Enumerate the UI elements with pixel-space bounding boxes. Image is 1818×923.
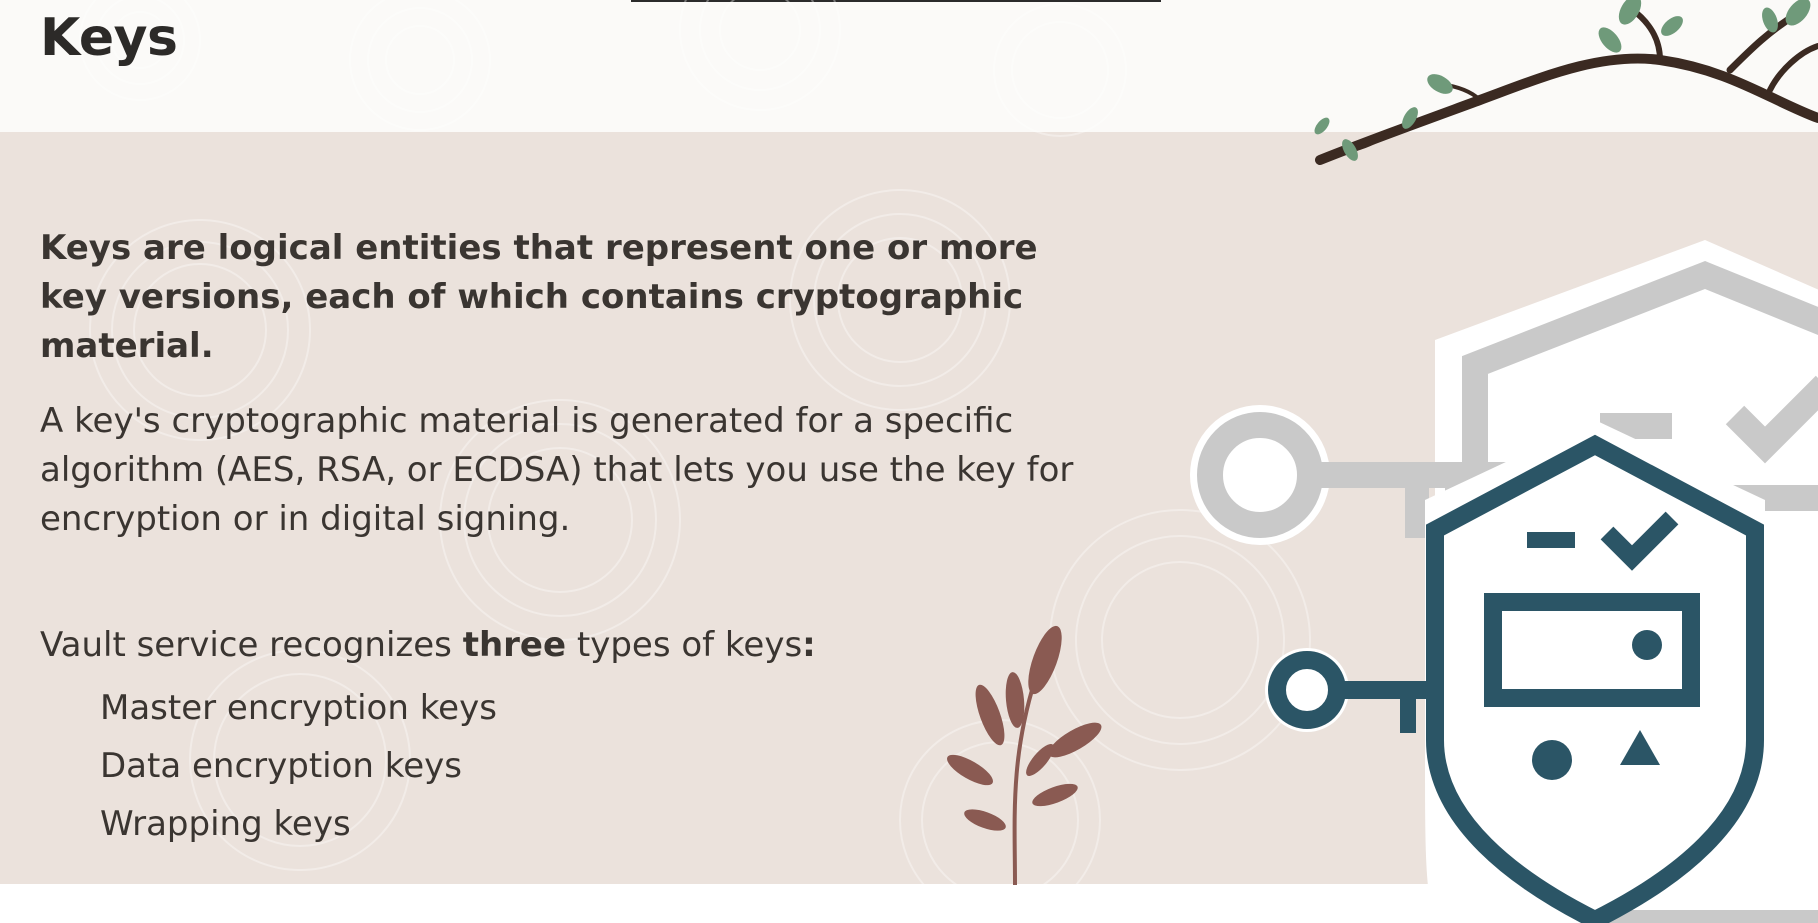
keys-definition: Keys are logical entities that represent… xyxy=(40,228,1038,366)
key-types-heading: Vault service recognizes three types of … xyxy=(40,621,940,670)
key-material-description: A key's cryptographic material is genera… xyxy=(40,401,1074,539)
key-types-count: three xyxy=(462,625,567,665)
top-divider-line xyxy=(631,0,1161,2)
page-title: Keys xyxy=(40,8,178,68)
key-types-colon: : xyxy=(802,625,816,665)
key-types-list: Master encryption keys Data encryption k… xyxy=(100,684,497,858)
list-item: Wrapping keys xyxy=(100,804,351,844)
header-band xyxy=(0,0,1818,132)
list-item: Data encryption keys xyxy=(100,746,462,786)
key-types-prefix: Vault service recognizes xyxy=(40,625,463,665)
key-types-suffix: types of keys xyxy=(566,625,803,665)
list-item: Master encryption keys xyxy=(100,688,497,728)
footer-band xyxy=(0,884,1818,923)
